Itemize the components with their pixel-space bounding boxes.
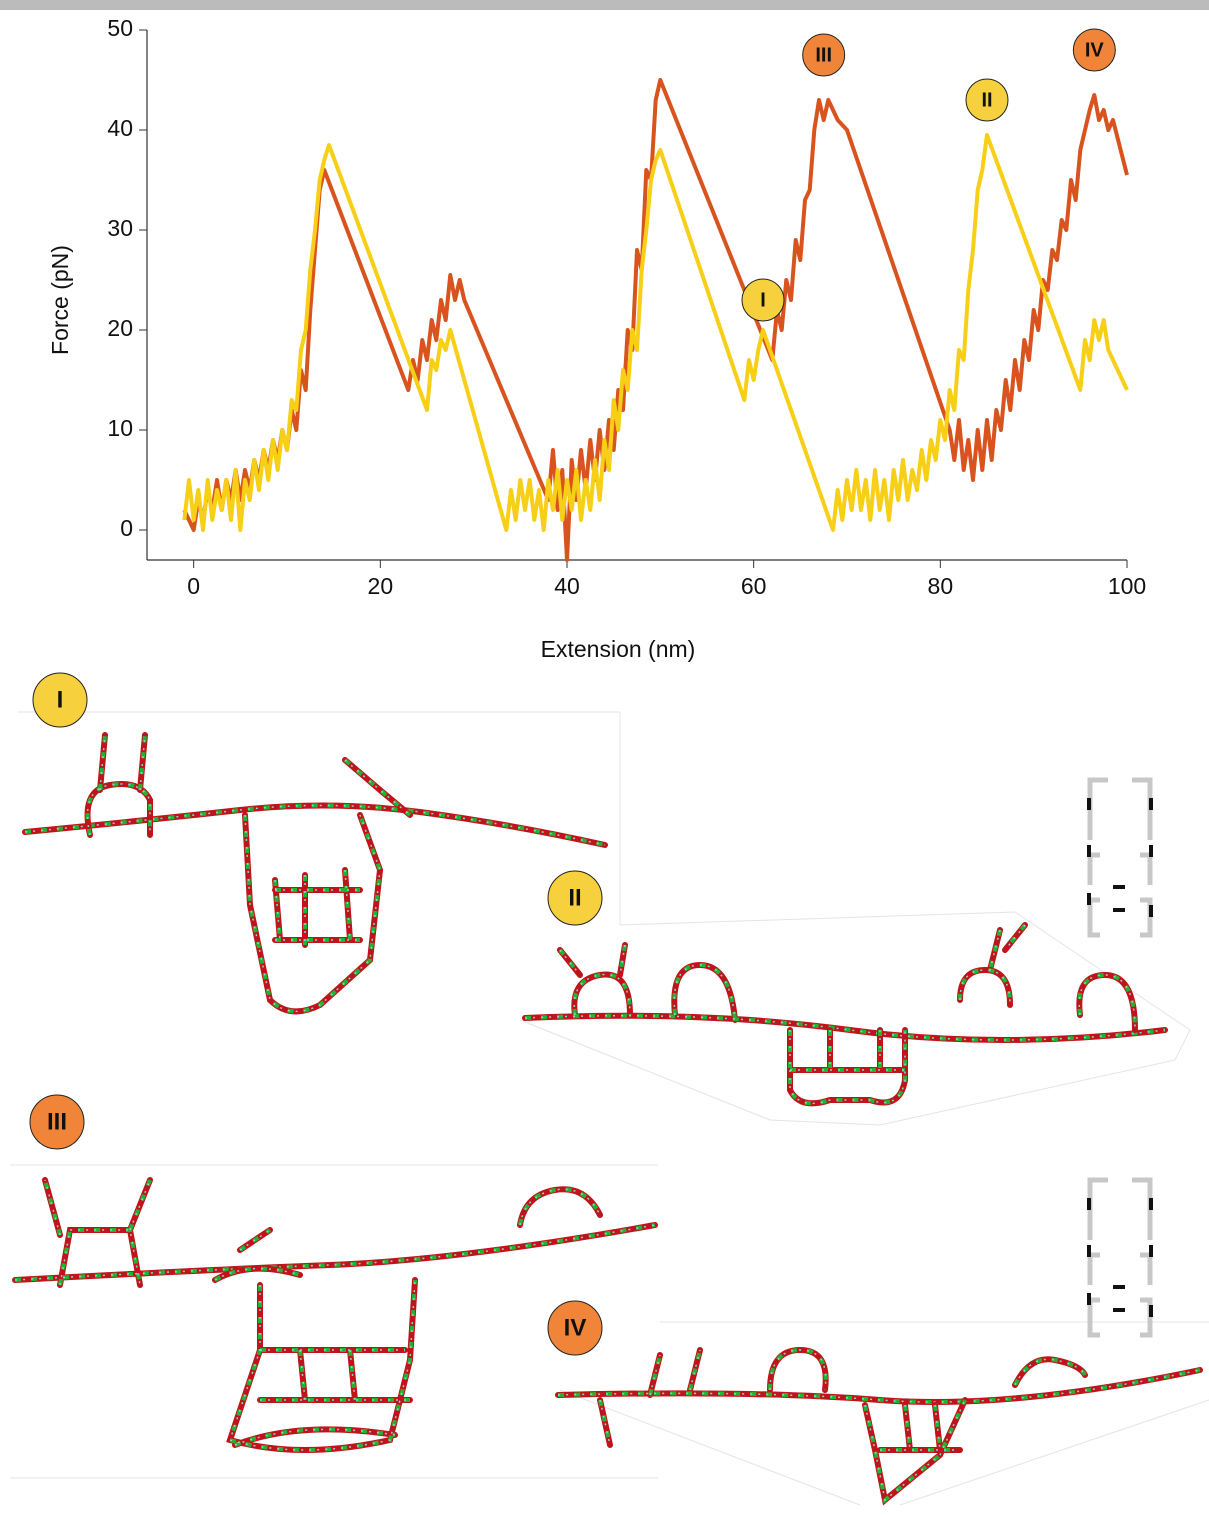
x-tick-label: 20 [368,573,394,599]
top-bar [0,0,1209,10]
annotation-label: IV [1085,39,1105,61]
panel-frame [519,911,1191,1126]
panel-badge [547,870,603,926]
dna-strand [86,734,151,836]
dna-strand [12,1177,658,1288]
dna-strand [787,1027,908,1107]
x-axis-title: Extension (nm) [541,636,696,662]
annotation-badge [1072,28,1116,72]
dna-strand [789,1030,906,1105]
dna-strand [14,1179,656,1286]
panel-badge [32,672,88,728]
annotation-label: III [815,44,832,66]
y-tick-label: 0 [120,515,133,541]
panel-label: III [47,1108,67,1135]
dna-strand [85,734,152,836]
panel-frame [18,711,621,925]
dna-strand [863,1357,1087,1504]
panel-label: IV [564,1314,587,1341]
dna-strand [788,1030,907,1106]
dna-strand [22,802,608,848]
panel-frame [10,1164,658,1479]
dna-strand [214,1188,601,1281]
dna-strand [212,1186,603,1283]
dna-strand [524,964,1166,1041]
dna-strand [559,924,1136,1031]
schematic [1087,777,1153,1338]
dna-strand [226,1277,418,1453]
annotation-badge [741,278,785,322]
dna-strand [864,1358,1086,1502]
panel-badge [547,1300,603,1356]
annotation-badge [965,78,1009,122]
dna-strand [243,814,383,1014]
y-axis-title: Force (pN) [47,245,73,355]
data-line [182,133,1129,532]
annotation-badge [802,33,846,77]
dna-strand [242,812,384,1015]
dna-strand [555,1346,1203,1448]
y-tick-label: 10 [107,415,133,441]
x-tick-label: 40 [554,573,580,599]
x-tick-label: 0 [187,573,200,599]
panel-frame [559,1321,1209,1506]
y-tick-label: 20 [107,315,133,341]
annotation-label: II [981,89,992,111]
panel-label: I [57,686,64,713]
panel-label: II [568,884,581,911]
annotation-label: I [760,289,766,311]
y-tick-label: 50 [107,15,133,41]
dna-strand [229,1279,416,1451]
dna-strand [244,814,381,1013]
schematic-marks [1087,798,1153,1317]
x-tick-label: 100 [1108,573,1146,599]
y-tick-label: 30 [107,215,133,241]
panel-badge [29,1094,85,1150]
x-tick-label: 60 [741,573,767,599]
dna-strand [557,1347,1201,1446]
dna-strand [344,759,411,816]
dna-strand [862,1356,1088,1506]
x-tick-label: 80 [928,573,954,599]
y-tick-label: 40 [107,115,133,141]
